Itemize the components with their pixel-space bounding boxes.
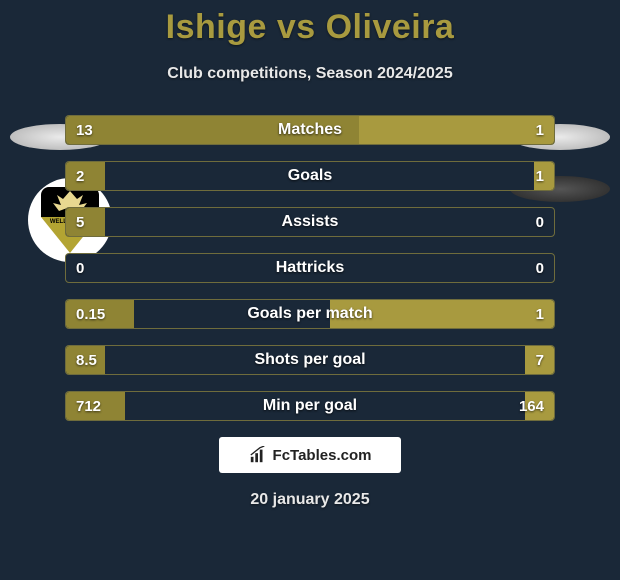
stat-row: 0.151Goals per match — [65, 299, 555, 329]
stat-label: Matches — [66, 121, 554, 139]
stat-row: 21Goals — [65, 161, 555, 191]
stat-row: 8.57Shots per goal — [65, 345, 555, 375]
stat-row: 00Hattricks — [65, 253, 555, 283]
stat-label: Goals per match — [66, 305, 554, 323]
page-title: Ishige vs Oliveira — [0, 0, 620, 47]
brand-box[interactable]: FcTables.com — [219, 437, 401, 473]
stat-label: Assists — [66, 213, 554, 231]
stat-label: Min per goal — [66, 397, 554, 415]
chart-icon — [249, 446, 267, 464]
date: 20 january 2025 — [0, 491, 620, 509]
stat-row: 131Matches — [65, 115, 555, 145]
subtitle: Club competitions, Season 2024/2025 — [0, 65, 620, 83]
stat-label: Goals — [66, 167, 554, 185]
stats-container: 131Matches 21Goals 50Assists 00Hattricks 0.1… — [65, 115, 555, 421]
stat-label: Hattricks — [66, 259, 554, 277]
stat-label: Shots per goal — [66, 351, 554, 369]
stat-row: 50Assists — [65, 207, 555, 237]
brand-text: FcTables.com — [273, 447, 372, 464]
stat-row: 712164Min per goal — [65, 391, 555, 421]
